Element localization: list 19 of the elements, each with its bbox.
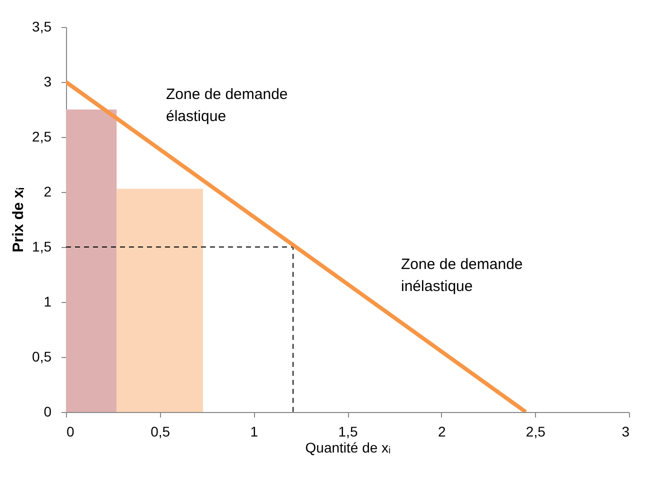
- x-tick-label: 0: [66, 424, 74, 440]
- y-tick-label: 2: [44, 184, 52, 200]
- y-tick-label: 0: [44, 404, 52, 420]
- x-tick-label: 0,5: [150, 424, 170, 440]
- y-tick-label: 3,5: [32, 18, 52, 34]
- y-tick-label: 0,5: [32, 348, 52, 364]
- x-tick-label: 1: [250, 424, 258, 440]
- x-tick-label: 3: [622, 424, 630, 440]
- x-tick-label: 2,5: [526, 424, 546, 440]
- y-tick-label: 3: [44, 74, 52, 90]
- x-tick-label: 2: [438, 424, 446, 440]
- y-tick-label: 1: [44, 294, 52, 310]
- y-axis-title: Prix de xᵢ: [10, 188, 28, 252]
- y-tick-label: 1,5: [32, 238, 52, 254]
- x-tick-label: 1,5: [338, 424, 358, 440]
- y-tick-label: 2,5: [32, 128, 52, 144]
- annotation: Zone de demande inélastique: [401, 256, 523, 295]
- x-axis-title: Quantité de xᵢ: [305, 440, 391, 456]
- annotation: Zone de demande élastique: [166, 86, 288, 125]
